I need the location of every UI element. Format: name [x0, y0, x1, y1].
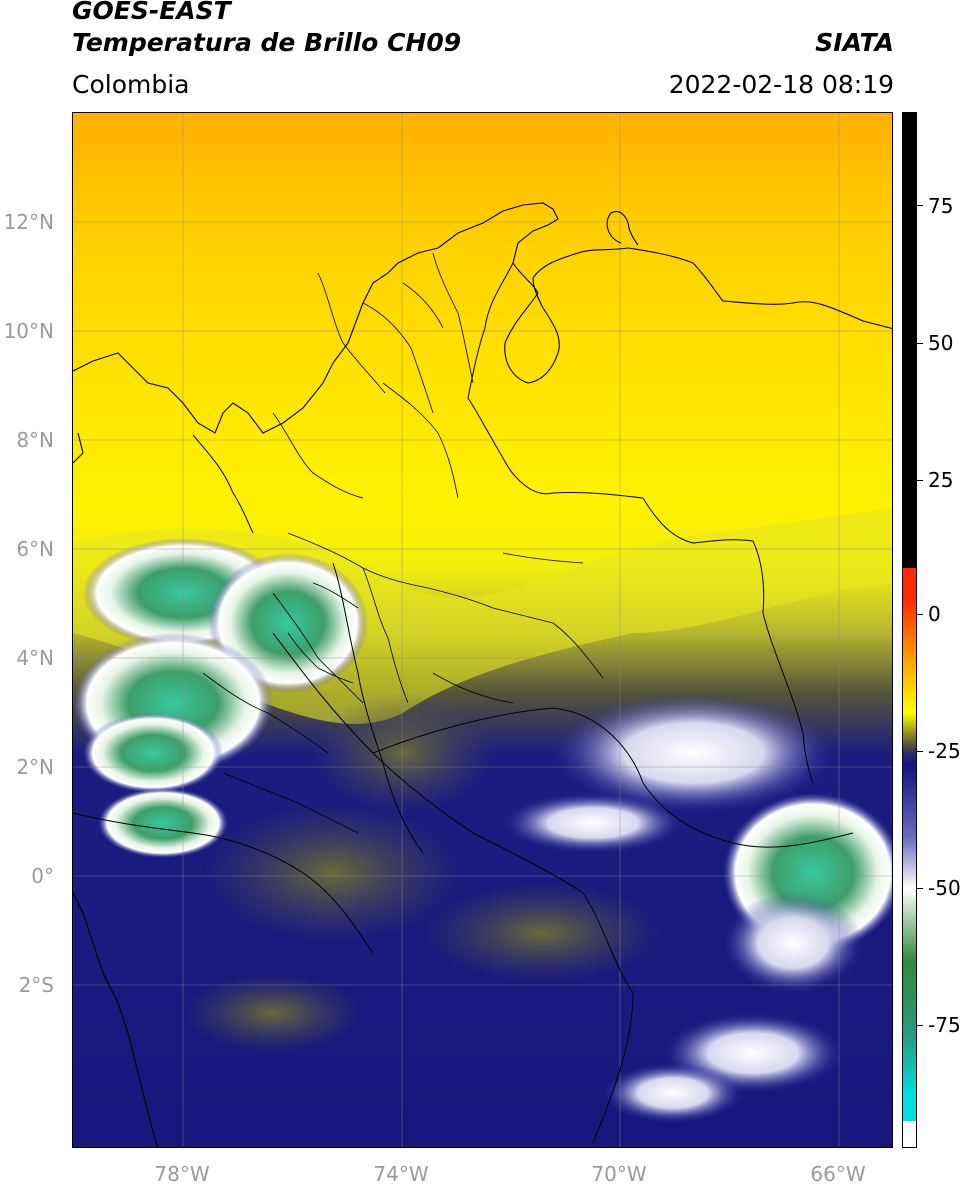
lat-label-12n: 12°N — [3, 210, 54, 234]
colorbar-tick — [917, 888, 923, 889]
lon-label-70w: 70°W — [591, 1162, 647, 1186]
colorbar-label-minus50: -50 — [928, 876, 961, 900]
cirrus-cloud — [553, 693, 833, 813]
colorbar-label-minus25: -25 — [928, 739, 961, 763]
product-title: Temperatura de Brillo CH09 — [72, 28, 462, 57]
warm-anomaly — [313, 693, 493, 813]
satellite-title: GOES-EAST — [72, 0, 231, 25]
colorbar-tick — [917, 343, 923, 344]
lat-label-8n: 8°N — [16, 428, 54, 452]
lon-label-78w: 78°W — [154, 1162, 210, 1186]
colorbar-label-minus75: -75 — [928, 1013, 961, 1037]
department-borders — [202, 252, 604, 834]
lat-label-2s: 2°S — [18, 973, 54, 997]
colorbar-label-25: 25 — [928, 468, 954, 492]
lat-label-2n: 2°N — [16, 755, 54, 779]
colorbar-tick — [917, 1025, 923, 1026]
colorbar-tick — [917, 751, 923, 752]
organization-label: SIATA — [815, 28, 894, 57]
colorbar-label-0: 0 — [928, 602, 941, 626]
colorbar-tick — [917, 205, 923, 206]
region-label: Colombia — [72, 70, 190, 99]
colorbar-label-50: 50 — [928, 331, 954, 355]
colorbar-tick — [917, 480, 923, 481]
lat-label-0: 0° — [31, 864, 54, 888]
coastlines — [73, 202, 892, 1147]
lon-label-74w: 74°W — [373, 1162, 429, 1186]
datetime-label: 2022-02-18 08:19 — [668, 70, 894, 99]
colorbar-tick — [917, 614, 923, 615]
colorbar-label-75: 75 — [928, 194, 954, 218]
map-canvas — [73, 113, 892, 1147]
lat-label-10n: 10°N — [3, 319, 54, 343]
lon-label-66w: 66°W — [810, 1162, 866, 1186]
colorbar — [902, 112, 917, 1148]
lat-label-6n: 6°N — [16, 537, 54, 561]
satellite-map[interactable] — [72, 112, 893, 1148]
lat-label-4n: 4°N — [16, 646, 54, 670]
